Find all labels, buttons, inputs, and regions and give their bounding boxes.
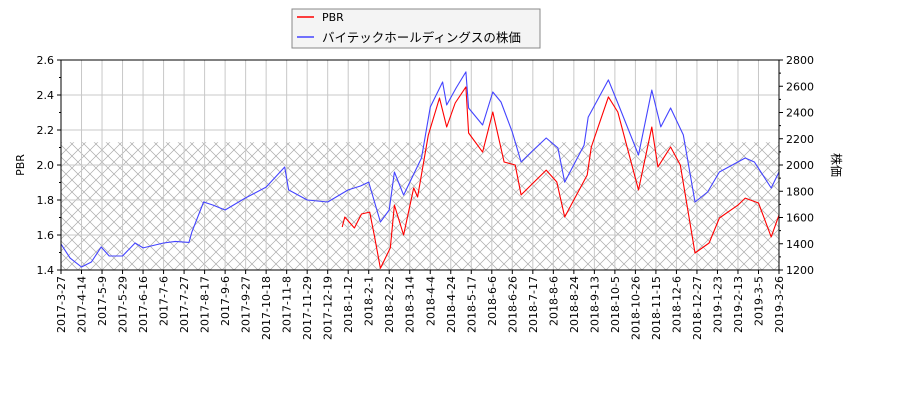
x-tick-label: 2017-9-27 [240,276,253,333]
axes: 2017-3-27 2017-4-14 2017-5-9 2017-5-29 2017-… [37,54,815,340]
x-tick-label: 2017-12-19 [322,276,335,340]
x-tick-label: 2018-12-6 [670,276,683,333]
x-tick-label: 2017-5-29 [117,276,130,333]
y-right-tick-label: 2600 [786,80,814,93]
y-right-tick-label: 2200 [786,133,814,146]
x-tick-label: 2018-5-17 [465,276,478,333]
x-tick-label: 2018-8-24 [568,276,581,333]
x-tick-label: 2017-11-29 [301,276,314,340]
x-tick-label: 2018-10-26 [629,276,642,340]
x-tick-label: 2018-9-13 [588,276,601,333]
x-tick-label: 2018-7-17 [527,276,540,333]
hatched-region [61,142,779,270]
x-tick-label: 2017-10-18 [260,276,273,340]
legend-label-stock-price: バイテックホールディングスの株価 [322,30,521,45]
x-tick-label: 2019-3-5 [752,276,765,326]
x-tick-label: 2018-6-26 [506,276,519,333]
y-left-tick-label: 1.6 [37,229,55,242]
y-right-tick-label: 1800 [786,185,814,198]
y-left-tick-label: 2.4 [37,89,55,102]
x-tick-label: 2018-4-4 [424,276,437,326]
y-right-tick-label: 2400 [786,107,814,120]
y-right-tick-label: 1600 [786,212,814,225]
x-tick-label: 2018-4-24 [445,276,458,333]
x-tick-label: 2018-8-6 [547,276,560,326]
y-left-tick-label: 2.0 [37,159,55,172]
x-tick-label: 2017-11-8 [281,276,294,333]
y-left-tick-label: 2.2 [37,124,55,137]
y-left-tick-label: 1.4 [37,264,55,277]
x-tick-label: 2019-3-26 [773,276,786,333]
x-tick-label: 2017-8-17 [199,276,212,333]
legend: PBR バイテックホールディングスの株価 [291,8,541,49]
series-line-stock-price [61,71,779,268]
series-line-pbr [341,86,779,269]
y-right-tick-label: 1200 [786,264,814,277]
y-right-tick-label: 1400 [786,238,814,251]
hatched-area [61,142,779,270]
x-tick-label: 2018-1-12 [342,276,355,333]
x-tick-label: 2018-12-27 [691,276,704,340]
x-tick-label: 2019-2-13 [732,276,745,333]
x-tick-label: 2018-2-1 [363,276,376,326]
series-lines [61,71,779,269]
x-tick-label: 2018-11-15 [650,276,663,340]
y-axis-right-label: 株価 [829,153,844,177]
x-tick-label: 2017-9-6 [219,276,232,326]
y-axis-left-label: PBR [14,154,27,176]
y-left-tick-label: 2.6 [37,54,55,67]
x-tick-label: 2018-10-5 [609,276,622,333]
x-tick-label: 2019-1-23 [711,276,724,333]
x-tick-label: 2017-4-14 [76,276,89,333]
legend-label-pbr: PBR [322,11,344,24]
x-tick-label: 2017-7-6 [158,276,171,326]
y-right-tick-label: 2800 [786,54,814,67]
x-tick-label: 2018-2-22 [383,276,396,333]
x-tick-label: 2017-7-27 [178,276,191,333]
x-tick-label: 2018-6-6 [486,276,499,326]
y-left-tick-label: 1.8 [37,194,55,207]
x-tick-label: 2017-6-16 [137,276,150,333]
x-tick-label: 2017-5-9 [96,276,109,326]
x-tick-label: 2017-3-27 [55,276,68,333]
x-tick-label: 2018-3-14 [404,276,417,333]
legend-box [291,8,541,49]
y-right-tick-label: 2000 [786,159,814,172]
